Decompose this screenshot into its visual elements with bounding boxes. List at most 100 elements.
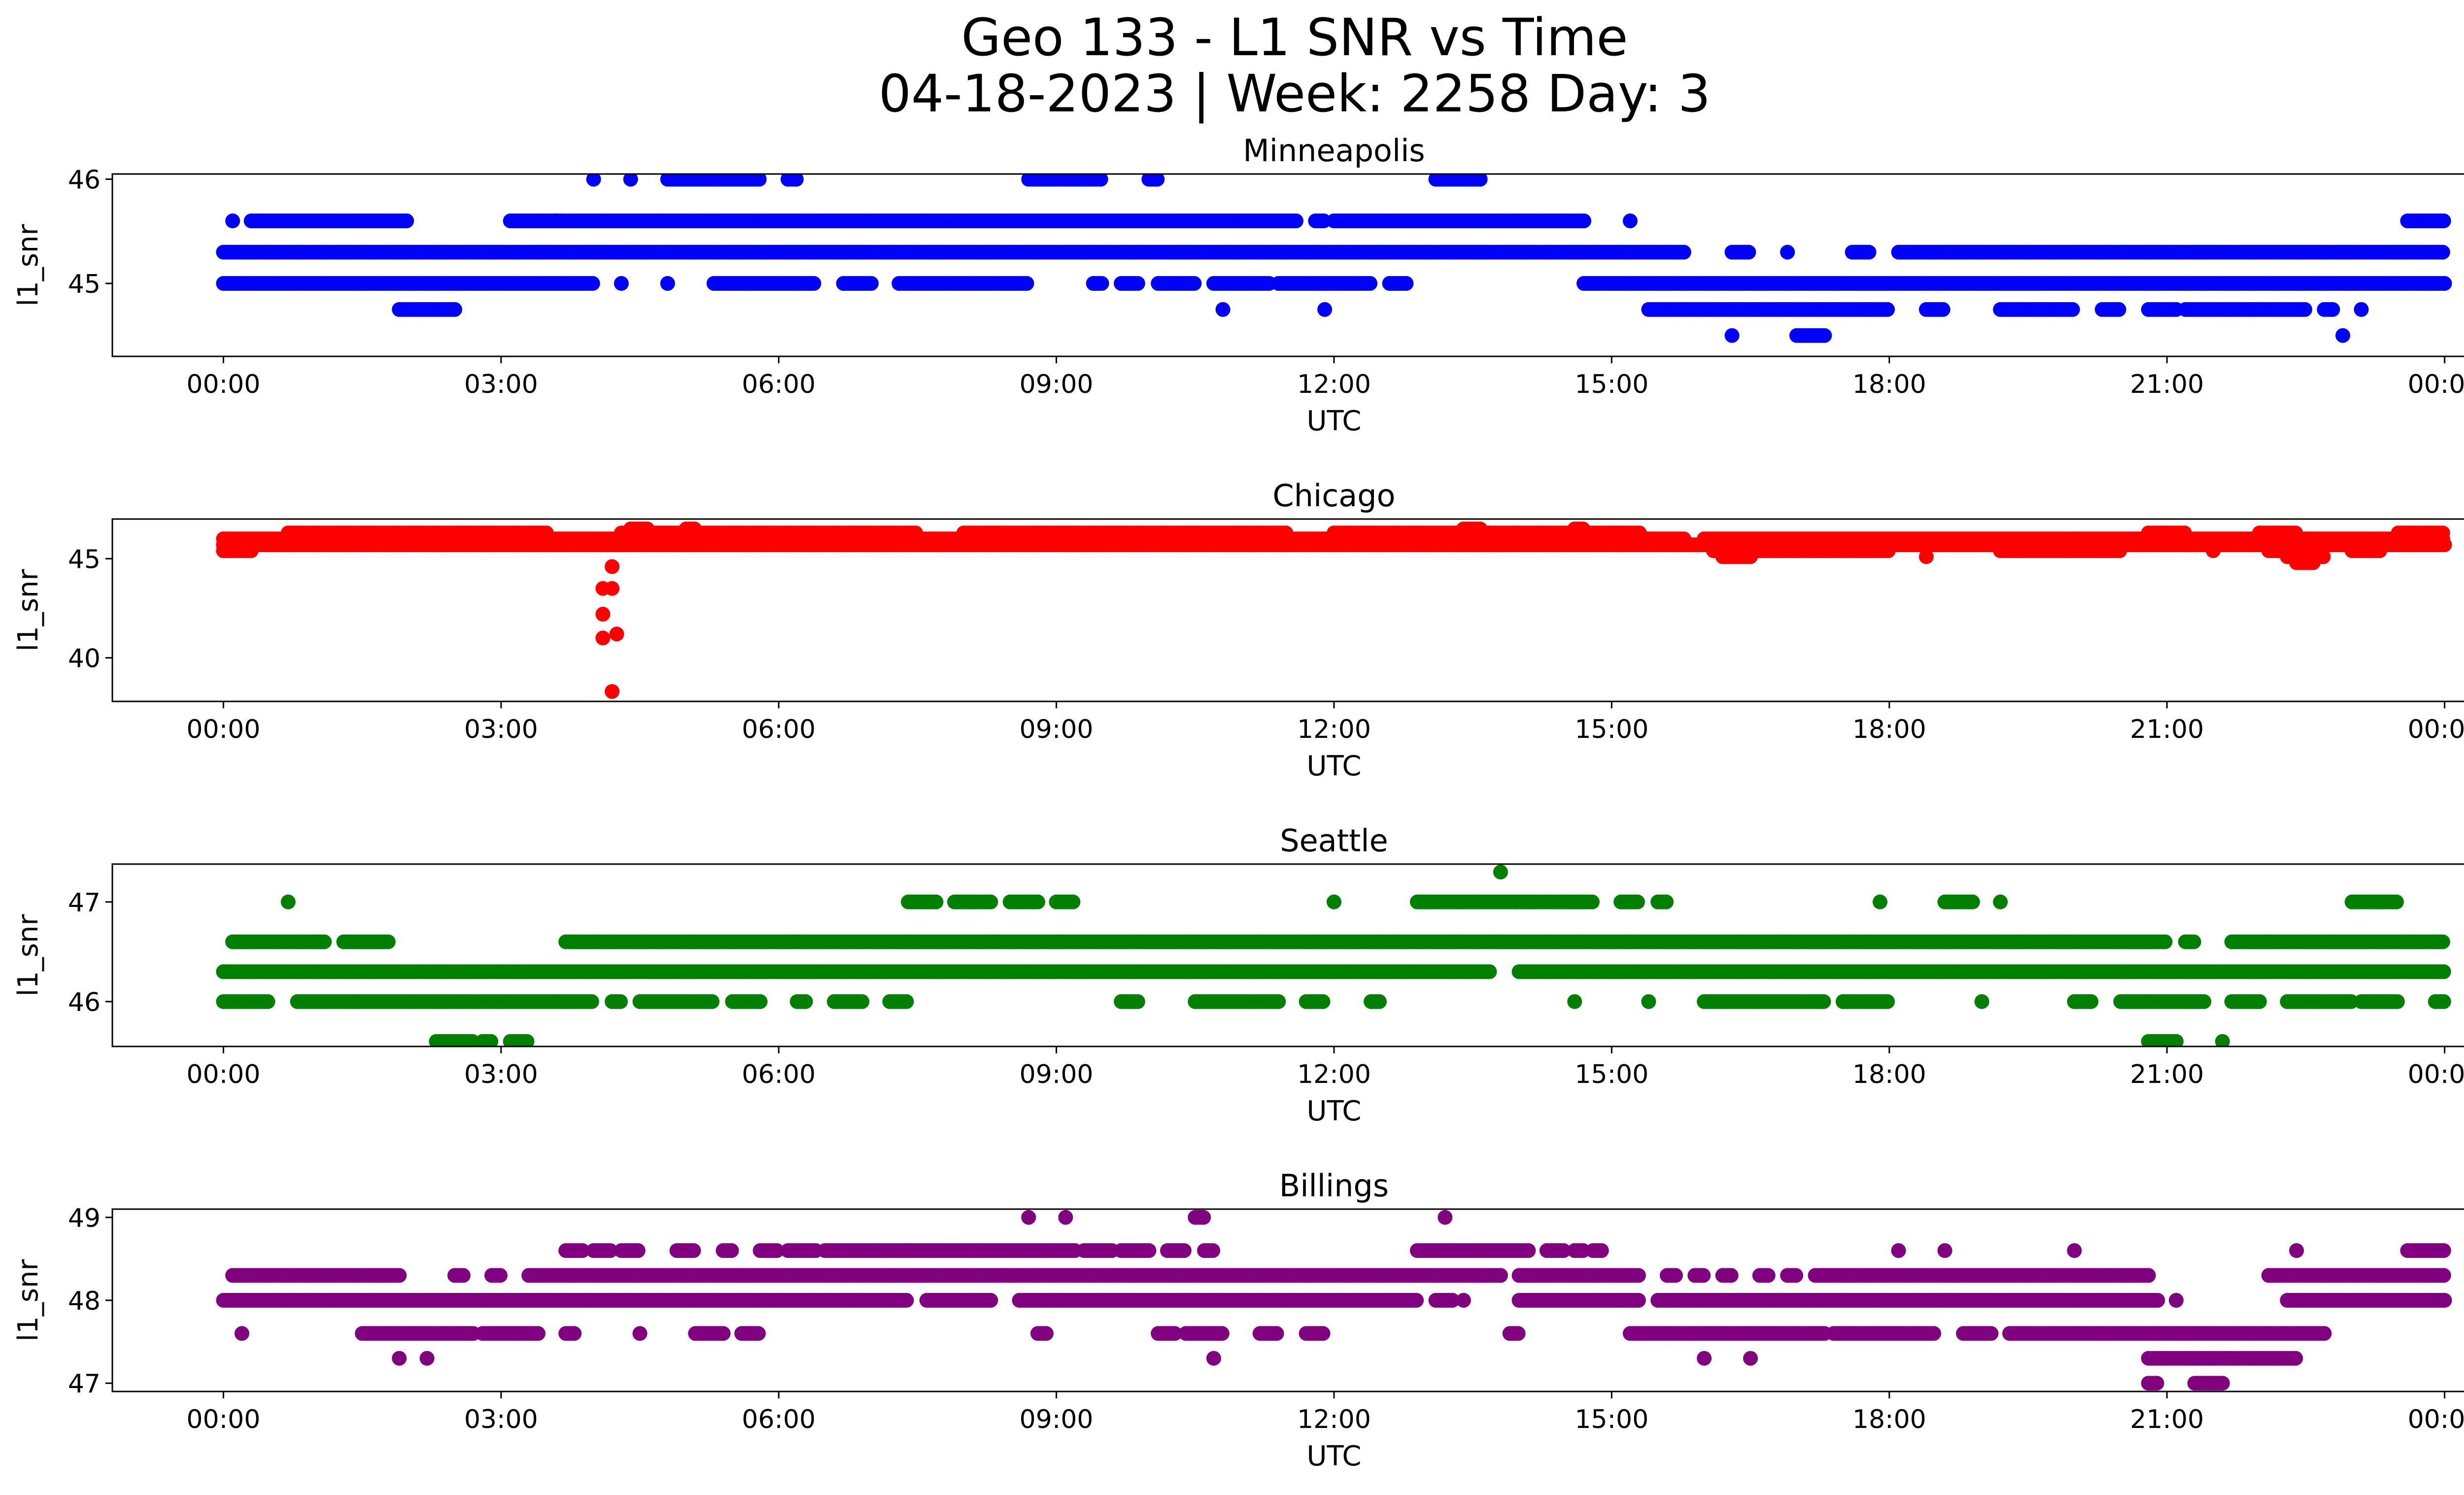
data-point xyxy=(2335,328,2351,343)
data-point xyxy=(2372,543,2388,558)
data-band-2 xyxy=(216,276,2452,291)
data-point xyxy=(806,276,821,291)
data-point xyxy=(1881,543,1896,558)
subplot-chicago: 00:00 03:00 06:00 09:00 12:00 15:00 18:00 21:00… xyxy=(12,478,2464,782)
y-axis-label: l1_snr xyxy=(12,569,44,652)
data-point xyxy=(1316,213,1332,229)
data-point xyxy=(1150,174,1165,187)
x-tick-label: 06:00 xyxy=(742,715,816,744)
data-point xyxy=(605,581,620,596)
x-tick-label: 18:00 xyxy=(1852,370,1926,399)
y-tick-label: 40 xyxy=(68,644,101,674)
data-point xyxy=(585,276,600,291)
data-point xyxy=(623,174,638,187)
data-point xyxy=(1741,244,1756,260)
figure-title-line1: Geo 133 - L1 SNR vs Time xyxy=(961,7,1628,68)
y-tick-label: 45 xyxy=(68,270,101,299)
data-point xyxy=(2354,302,2369,317)
x-tick-label: 03:00 xyxy=(464,370,538,399)
data-point xyxy=(788,174,804,187)
data-point xyxy=(2177,525,2192,541)
data-point xyxy=(595,630,611,646)
data-point xyxy=(605,684,620,699)
x-tick-label: 18:00 xyxy=(1852,715,1926,744)
data-point xyxy=(2280,244,2295,260)
subplot-title: Minneapolis xyxy=(1243,133,1425,169)
x-axis-label: UTC xyxy=(1306,750,1361,782)
x-tick-label: 09:00 xyxy=(1020,370,1094,399)
data-point xyxy=(2435,244,2450,260)
data-point xyxy=(1817,328,1832,343)
data-point xyxy=(1676,244,1691,260)
data-point xyxy=(1918,549,1934,564)
x-tick-label: 12:00 xyxy=(1297,715,1371,744)
data-point xyxy=(640,522,655,537)
data-point xyxy=(1880,302,1895,317)
data-point xyxy=(2437,276,2452,291)
data-point xyxy=(1472,174,1488,187)
data-point xyxy=(1724,328,1740,343)
data-point xyxy=(2435,525,2450,541)
subplot-panels: 00:00 03:00 06:00 09:00 12:00 15:00 18:00 21:00… xyxy=(12,133,2464,1472)
x-tick-label: 12:00 xyxy=(1297,370,1371,399)
data-point xyxy=(2297,302,2313,317)
data-point xyxy=(586,174,601,187)
figure-title-line2: 04-18-2023 | Week: 2258 Day: 3 xyxy=(879,64,1711,124)
x-axis-label: UTC xyxy=(1306,405,1361,437)
x-tick-label: 09:00 xyxy=(1020,715,1094,744)
data-band-0 xyxy=(216,964,2451,979)
data-point xyxy=(752,174,767,187)
data-point xyxy=(605,559,620,574)
data-point xyxy=(1575,522,1591,537)
data-point xyxy=(660,276,675,291)
data-point xyxy=(1632,525,1647,541)
data-point xyxy=(539,525,554,541)
data-band-6 xyxy=(623,522,1591,537)
data-band-0 xyxy=(216,244,2450,260)
data-point xyxy=(399,213,414,229)
scatter-series xyxy=(216,865,2451,1046)
data-point xyxy=(908,525,924,541)
data-point xyxy=(447,302,462,317)
data-point xyxy=(1861,244,1877,260)
y-tick-label: 46 xyxy=(68,166,101,195)
data-point xyxy=(1743,549,1758,564)
x-tick-label: 15:00 xyxy=(1574,715,1648,744)
x-tick-label: 21:00 xyxy=(2130,370,2204,399)
data-point xyxy=(2325,302,2340,317)
subplot-title: Chicago xyxy=(1272,478,1395,514)
x-tick-label: 00:00 xyxy=(186,370,260,399)
data-point xyxy=(1187,276,1202,291)
data-point xyxy=(687,522,702,537)
data-point xyxy=(225,213,240,229)
data-point xyxy=(2065,302,2080,317)
data-point xyxy=(1482,964,1497,979)
data-point xyxy=(855,276,870,291)
data-point xyxy=(1094,276,1109,291)
data-point xyxy=(1019,276,1034,291)
data-point xyxy=(1623,213,1638,229)
data-point xyxy=(1130,276,1145,291)
data-point xyxy=(1335,244,1351,260)
data-point xyxy=(2112,543,2127,558)
data-point xyxy=(2437,537,2452,553)
data-point xyxy=(2206,543,2221,558)
data-point xyxy=(1935,302,1951,317)
x-tick-label: 21:00 xyxy=(2130,715,2204,744)
data-point xyxy=(549,213,564,229)
data-point xyxy=(2011,276,2026,291)
data-point xyxy=(595,607,611,622)
data-band-5 xyxy=(1724,328,2351,343)
data-point xyxy=(355,276,370,291)
x-tick-label: 03:00 xyxy=(464,715,538,744)
data-point xyxy=(2288,525,2303,541)
data-band-2 xyxy=(280,525,2450,541)
data-point xyxy=(1289,213,1303,229)
x-tick-label: 00:00 xyxy=(2408,715,2464,744)
data-point xyxy=(1093,174,1108,187)
data-point xyxy=(243,543,259,558)
x-tick-label: 00:00 xyxy=(186,715,260,744)
data-band-5 xyxy=(2289,555,2321,570)
data-point xyxy=(609,626,624,642)
